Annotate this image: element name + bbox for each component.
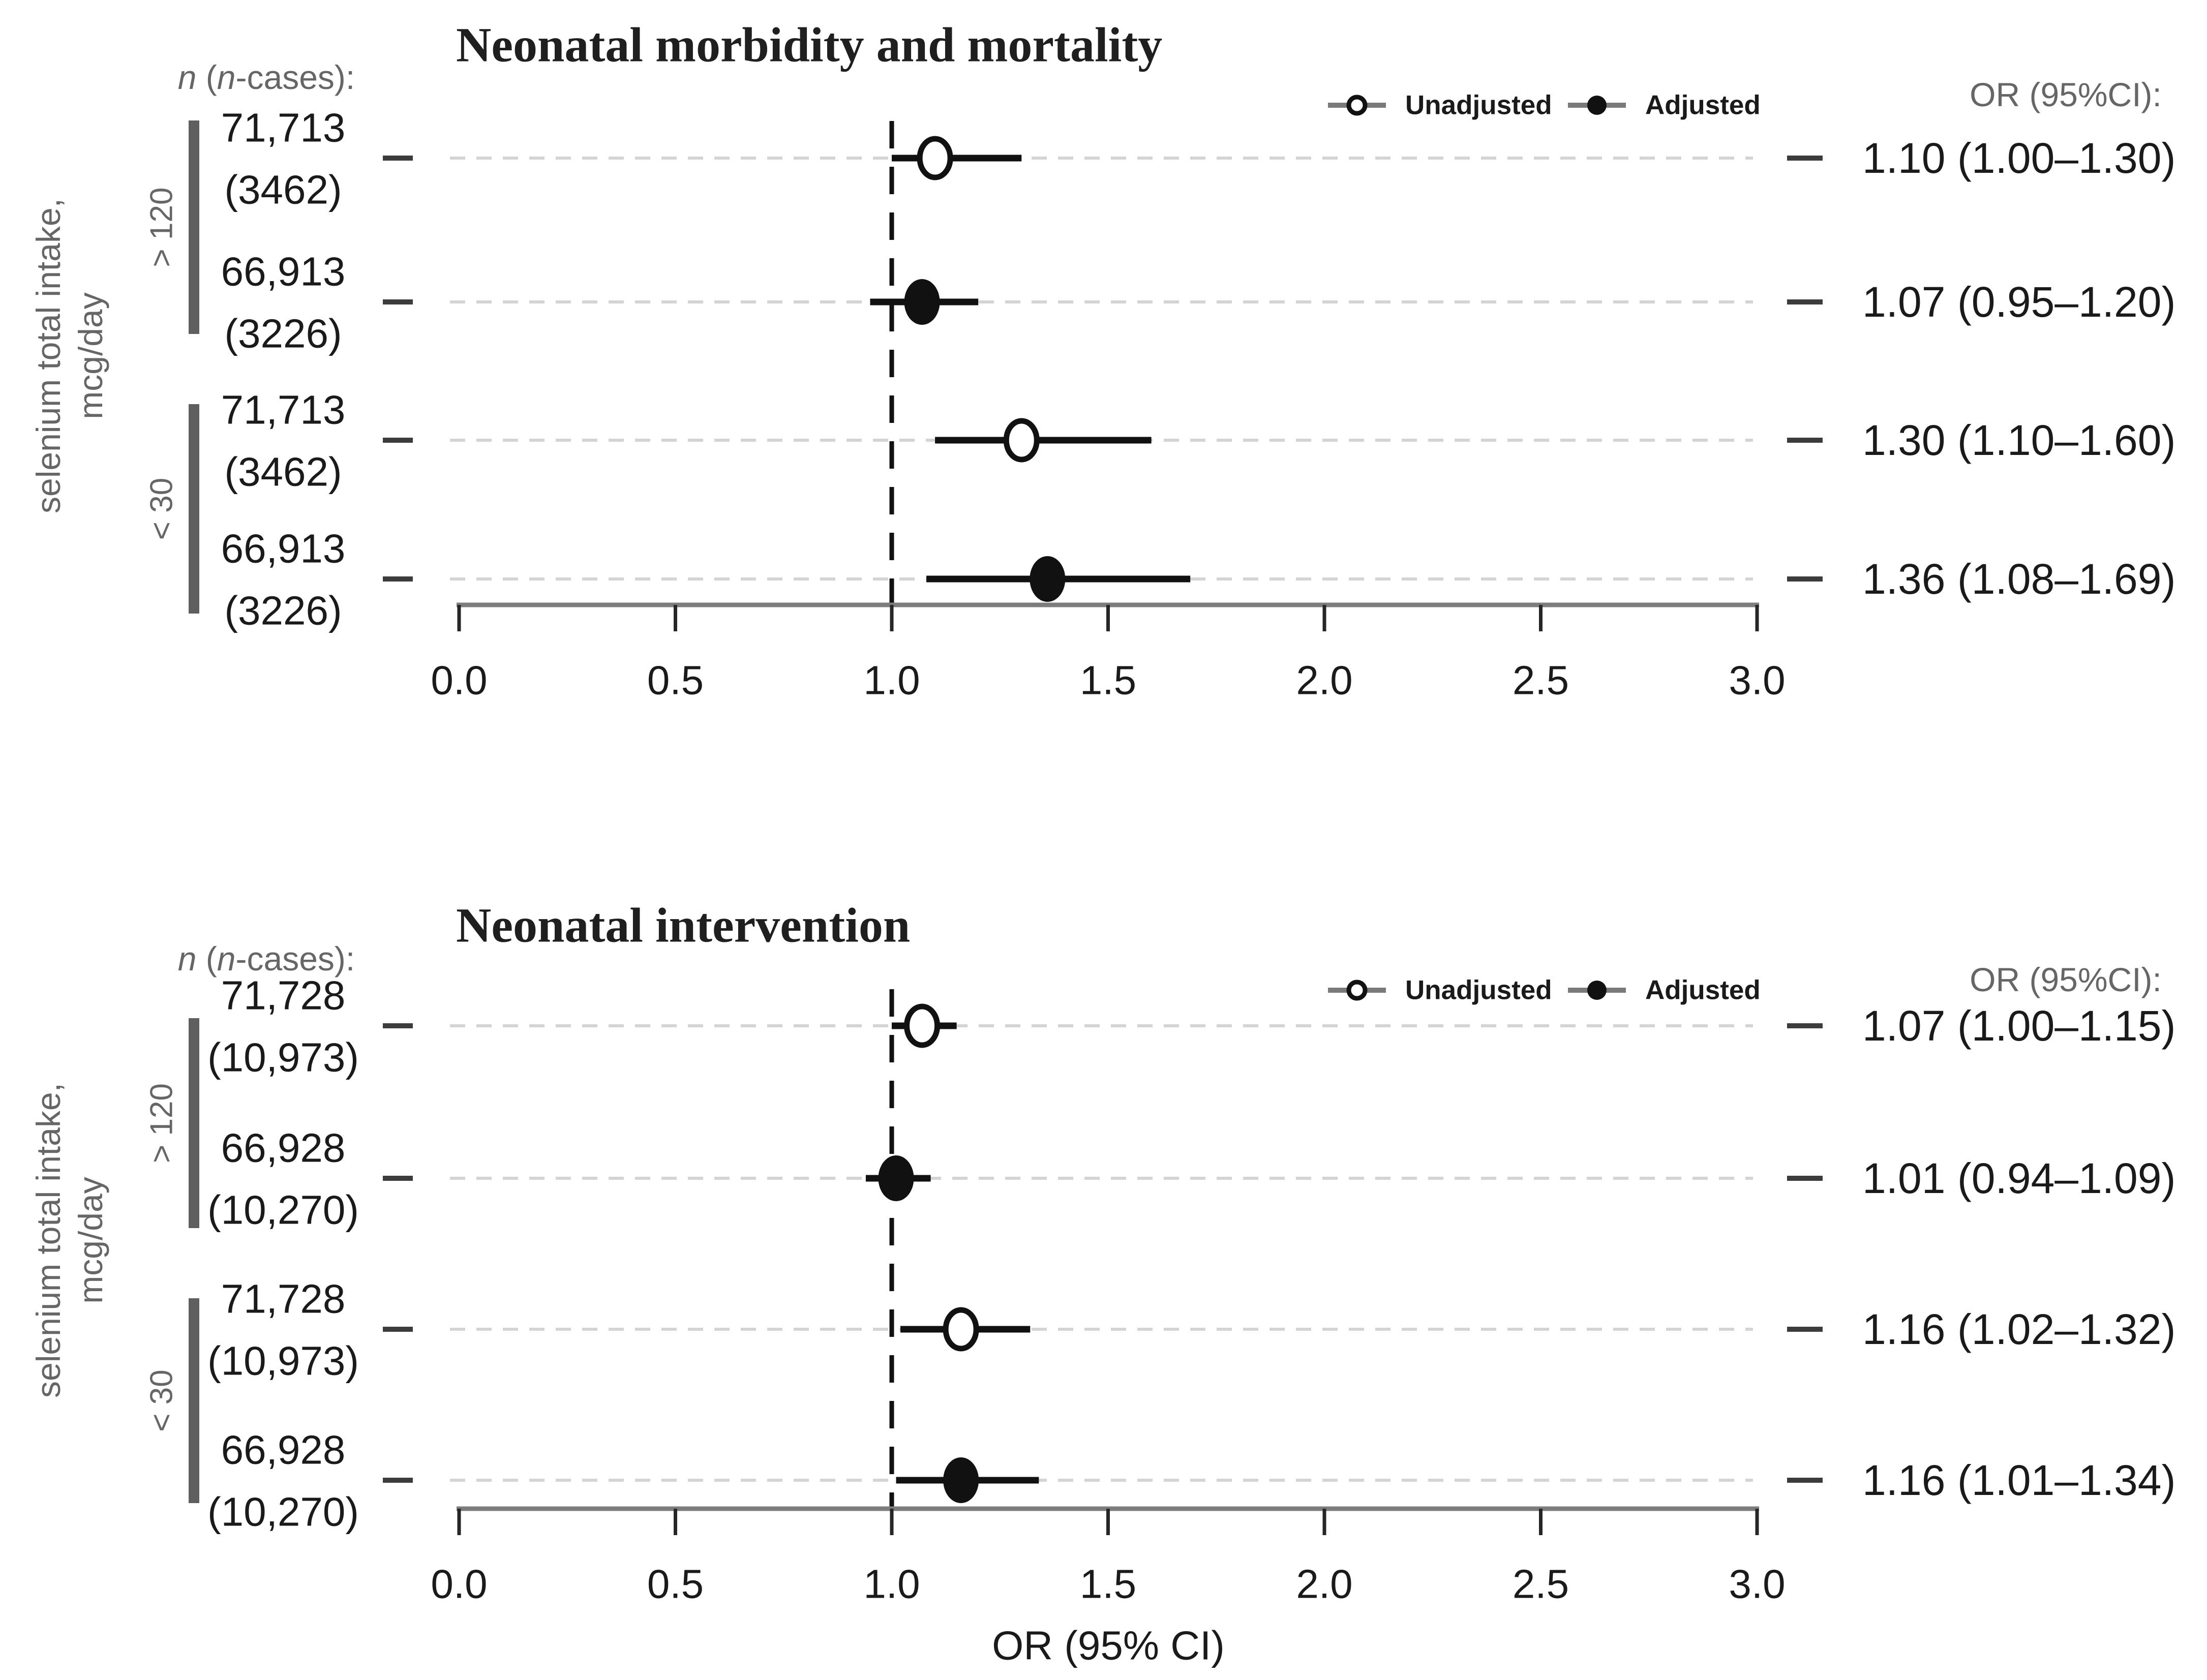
row-cases-label: (3462) (224, 449, 342, 495)
x-axis-tick-label: 0.5 (647, 658, 704, 703)
marker-open-circle (917, 136, 953, 180)
row-cases-label: (10,270) (207, 1187, 359, 1233)
or-header: OR (95%CI): (1970, 76, 2162, 113)
x-axis-tick-label: 1.5 (1080, 658, 1136, 703)
row-or-value: 1.36 (1.08–1.69) (1862, 555, 2175, 603)
group-bar (189, 1018, 199, 1228)
x-axis-tick-label: 1.0 (863, 658, 920, 703)
x-axis-tick-label: 2.0 (1296, 658, 1352, 703)
row-n-label: 71,728 (221, 1276, 346, 1322)
row-n-label: 66,928 (221, 1427, 346, 1473)
legend-label: Adjusted (1645, 90, 1761, 120)
marker-open-circle (1003, 418, 1040, 463)
row-n-label: 71,728 (221, 973, 346, 1018)
n-cases-header: n (n-cases): (178, 940, 355, 978)
x-axis-tick-label: 0.0 (431, 1562, 487, 1607)
row-cases-label: (3462) (224, 167, 342, 212)
marker-open-circle (943, 1307, 979, 1352)
row-n-label: 66,928 (221, 1125, 346, 1171)
group-bar (189, 120, 199, 334)
row-n-label: 66,913 (221, 249, 346, 294)
row-cases-label: (10,973) (207, 1035, 359, 1080)
legend-open-circle-icon (1346, 95, 1368, 116)
row-or-value: 1.16 (1.02–1.32) (1862, 1305, 2175, 1353)
legend-label: Unadjusted (1405, 975, 1552, 1005)
y-axis-label-line-2: mcg/day (72, 292, 109, 419)
row-or-value: 1.30 (1.10–1.60) (1862, 416, 2175, 464)
marker-open-circle (904, 1003, 941, 1048)
y-axis-label-line-2: mcg/day (72, 1177, 109, 1303)
row-or-value: 1.10 (1.00–1.30) (1862, 134, 2175, 182)
row-or-value: 1.01 (0.94–1.09) (1862, 1154, 2175, 1202)
row-cases-label: (10,973) (207, 1338, 359, 1384)
legend-label: Adjusted (1645, 975, 1761, 1005)
group-label: > 120 (144, 188, 179, 267)
marker-filled-circle (1030, 556, 1066, 602)
x-axis-tick-label: 1.5 (1080, 1562, 1136, 1607)
x-axis-tick-label: 0.0 (431, 658, 487, 703)
n-cases-header: n (n-cases): (178, 58, 355, 96)
marker-filled-circle (943, 1457, 979, 1503)
x-axis-tick-label: 3.0 (1729, 1562, 1785, 1607)
row-or-value: 1.16 (1.01–1.34) (1862, 1456, 2175, 1504)
x-axis-title: OR (95% CI) (992, 1623, 1225, 1668)
row-n-label: 66,913 (221, 526, 346, 571)
x-axis-tick-label: 1.0 (863, 1562, 920, 1607)
row-or-value: 1.07 (1.00–1.15) (1862, 1002, 2175, 1050)
x-axis-tick-label: 2.0 (1296, 1562, 1352, 1607)
y-axis-label-line-1: selenium total intake, (29, 1083, 67, 1398)
row-or-value: 1.07 (0.95–1.20) (1862, 278, 2175, 326)
row-cases-label: (3226) (224, 588, 342, 633)
x-axis-tick-label: 2.5 (1513, 658, 1569, 703)
legend-filled-circle-icon (1587, 981, 1607, 1000)
legend-open-circle-icon (1346, 980, 1368, 1001)
y-axis-label-line-1: selenium total intake, (29, 198, 67, 513)
legend-label: Unadjusted (1405, 90, 1552, 120)
panel-title: Neonatal intervention (456, 898, 910, 953)
x-axis-tick-label: 2.5 (1513, 1562, 1569, 1607)
group-label: < 30 (144, 1369, 179, 1431)
group-bar (189, 404, 199, 614)
row-n-label: 71,713 (221, 387, 346, 433)
x-axis-tick-label: 0.5 (647, 1562, 704, 1607)
group-label: > 120 (144, 1083, 179, 1163)
group-bar (189, 1298, 199, 1503)
group-label: < 30 (144, 478, 179, 540)
x-axis-tick-label: 3.0 (1729, 658, 1785, 703)
row-cases-label: (10,270) (207, 1489, 359, 1535)
marker-filled-circle (904, 279, 940, 325)
legend-filled-circle-icon (1587, 96, 1607, 115)
or-header: OR (95%CI): (1970, 961, 2162, 998)
row-n-label: 71,713 (221, 105, 346, 150)
row-cases-label: (3226) (224, 311, 342, 356)
panel-title: Neonatal morbidity and mortality (456, 18, 1162, 72)
marker-filled-circle (878, 1155, 914, 1201)
